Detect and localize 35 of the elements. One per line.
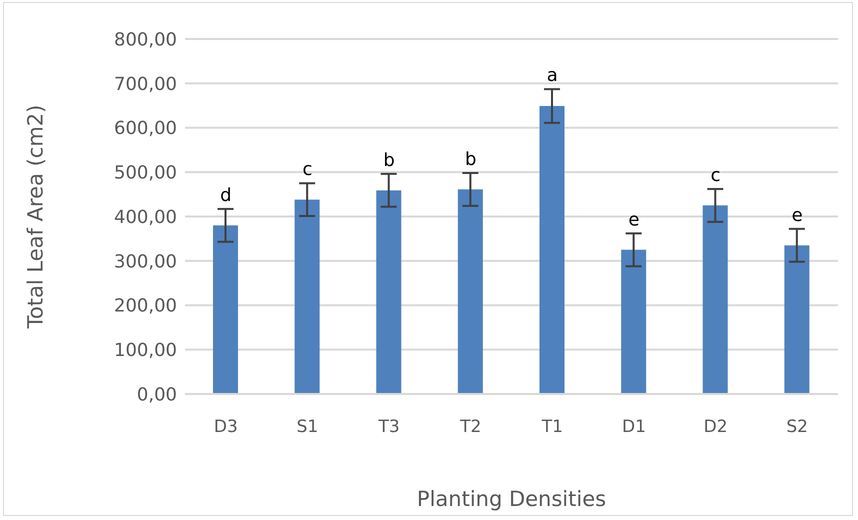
- bar: [376, 190, 402, 394]
- bar: [540, 106, 564, 394]
- y-tick-label: 400,00: [114, 206, 177, 228]
- x-axis-title: Planting Densities: [416, 487, 606, 511]
- annotation: a: [546, 65, 558, 86]
- x-tick-label: T3: [377, 417, 400, 438]
- y-tick-label: 800,00: [114, 29, 177, 50]
- annotation: e: [628, 209, 640, 230]
- y-tick-label: 200,00: [114, 296, 177, 317]
- bar: [458, 189, 483, 394]
- x-tick-label: S2: [786, 417, 808, 438]
- bar: [702, 205, 728, 394]
- annotation: c: [302, 159, 312, 180]
- y-tick-label: 100,00: [114, 340, 177, 362]
- y-tick-label: 600,00: [114, 118, 177, 140]
- annotation: b: [383, 150, 395, 171]
- bar: [621, 250, 646, 394]
- x-tick-label: D2: [704, 417, 728, 438]
- annotation: e: [792, 204, 803, 226]
- x-tick-label: T1: [540, 417, 563, 438]
- x-tick-label: D3: [214, 417, 238, 438]
- x-tick-label: D1: [622, 417, 646, 438]
- y-tick-label: 700,00: [114, 74, 177, 95]
- annotation: b: [464, 149, 476, 170]
- bar: [784, 245, 810, 394]
- y-tick-label: 0,00: [136, 384, 177, 406]
- y-tick-label: 300,00: [114, 251, 177, 272]
- x-tick-label: T2: [459, 417, 482, 438]
- y-axis-title: Total Leaf Area (cm2): [23, 104, 48, 330]
- annotation: d: [220, 184, 232, 206]
- x-tick-label: S1: [296, 417, 318, 438]
- y-tick-label: 500,00: [114, 162, 177, 184]
- bar: [294, 200, 320, 394]
- bar: [213, 225, 238, 394]
- annotation: c: [710, 164, 721, 186]
